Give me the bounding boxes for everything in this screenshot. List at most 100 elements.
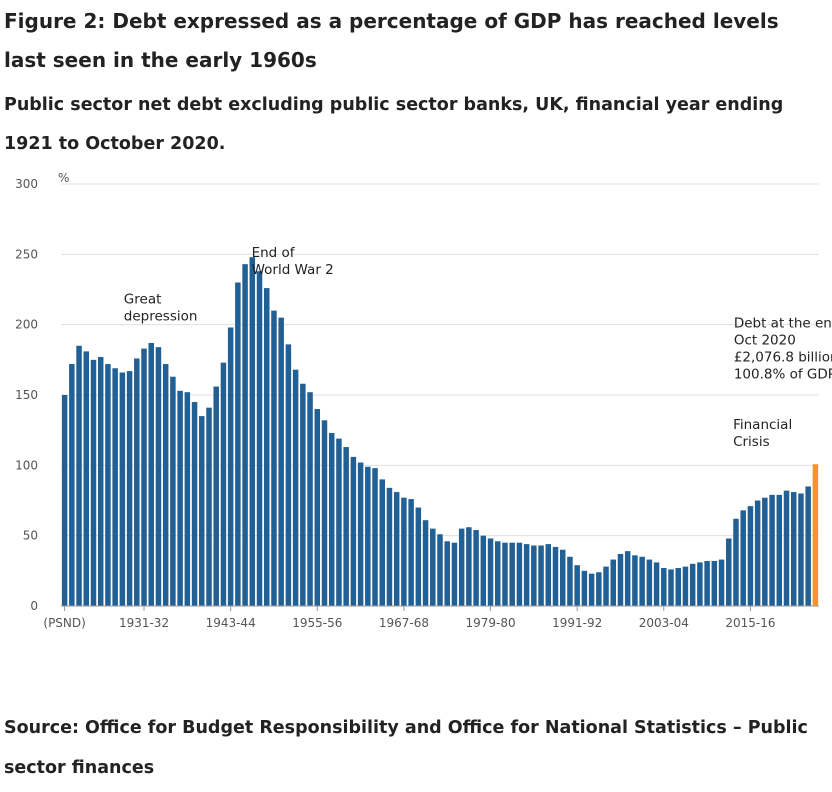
bar [487, 538, 494, 606]
bar [581, 570, 588, 606]
bar [726, 538, 732, 606]
y-tick-label: 50 [23, 529, 38, 543]
x-axis: (PSND) 1931-32 1943-44 1955-56 1967-68 1979-8… [43, 606, 775, 630]
bar [617, 553, 624, 606]
bar [141, 348, 147, 606]
bar [314, 409, 321, 606]
bar [357, 462, 364, 606]
bar [300, 383, 306, 606]
bar [97, 357, 104, 606]
bar [502, 542, 508, 606]
bar [271, 310, 277, 606]
bar [372, 468, 378, 606]
bar [379, 479, 385, 606]
bar [740, 510, 746, 606]
bar [473, 530, 479, 606]
bar [105, 364, 111, 606]
bars [61, 257, 819, 606]
bar [610, 559, 616, 606]
bar [769, 494, 775, 606]
x-tick-label: 1931-32 [119, 616, 169, 630]
bar [639, 556, 645, 606]
x-tick-label: 2015-16 [725, 616, 775, 630]
bar [112, 368, 118, 606]
bar [61, 395, 68, 606]
y-tick-label: 300 [15, 177, 38, 191]
bar [682, 566, 689, 606]
bar [126, 371, 133, 606]
bar [675, 568, 681, 606]
bar [184, 392, 191, 606]
bar [170, 376, 176, 606]
bar [365, 466, 371, 606]
bar [278, 317, 284, 606]
chart-title: Figure 2: Debt expressed as a percentage… [4, 9, 779, 72]
bar [343, 447, 349, 606]
bar [458, 528, 465, 606]
bar-highlight [812, 464, 819, 606]
x-tick-label: 1979-80 [465, 616, 515, 630]
y-tick-label: 150 [15, 388, 38, 402]
x-tick-label: 2003-04 [639, 616, 689, 630]
bar [285, 344, 292, 606]
bar [83, 351, 90, 606]
bar [148, 342, 154, 606]
bar [552, 546, 559, 606]
bar [321, 420, 328, 606]
bar [559, 549, 566, 606]
bar [653, 562, 660, 606]
y-tick-label: 200 [15, 318, 38, 332]
bar [249, 257, 256, 606]
bar [646, 559, 653, 606]
bar [191, 402, 198, 606]
bar [415, 507, 422, 606]
annotation: Financial Crisis [733, 417, 792, 450]
bar [711, 560, 718, 606]
bar [747, 506, 754, 606]
bar [336, 438, 342, 606]
chart-subtitle: Public sector net debt excluding public … [4, 95, 784, 154]
bar [227, 327, 234, 606]
bar [805, 486, 811, 606]
x-tick-label: 1943-44 [206, 616, 256, 630]
x-tick-label: 1955-56 [292, 616, 342, 630]
y-tick-label: 0 [30, 599, 38, 613]
bar [307, 392, 313, 606]
bar [603, 566, 609, 606]
bar [155, 347, 162, 606]
bar [783, 490, 790, 606]
annotation: Debt at the end ofOct 2020£2,076.8 billi… [734, 315, 832, 382]
bar [328, 432, 335, 606]
bar [386, 487, 393, 606]
bar [480, 535, 487, 606]
bar [668, 569, 674, 606]
y-axis: 0 50 100 150 200 250 300 [15, 177, 38, 613]
source-note: Source: Office for Budget Responsibility… [4, 718, 808, 778]
debt-gdp-chart: 0 50 100 150 200 250 300 % (PSND) 1931-32 1943-4… [15, 171, 832, 630]
bar [545, 544, 552, 606]
annotations: Great depression End of World War 2 Debt at … [124, 245, 832, 450]
x-tick-label: 1991-92 [552, 616, 602, 630]
x-tick-label: (PSND) [43, 616, 85, 630]
bar [177, 390, 183, 606]
bar [69, 364, 75, 606]
bar [444, 541, 450, 606]
bar [588, 573, 595, 606]
bar [704, 560, 710, 606]
bar [574, 565, 580, 606]
bar [762, 497, 768, 606]
bar [754, 500, 761, 606]
bar [437, 534, 443, 606]
bar [718, 559, 725, 606]
bar [134, 358, 140, 606]
bar [162, 364, 169, 606]
bar [451, 542, 458, 606]
bar [235, 282, 241, 606]
bar [798, 493, 804, 606]
bar [567, 556, 573, 606]
bar [350, 456, 357, 606]
y-tick-label: 100 [15, 458, 38, 472]
bar [393, 492, 400, 606]
bar [466, 527, 472, 606]
bar [408, 499, 414, 606]
